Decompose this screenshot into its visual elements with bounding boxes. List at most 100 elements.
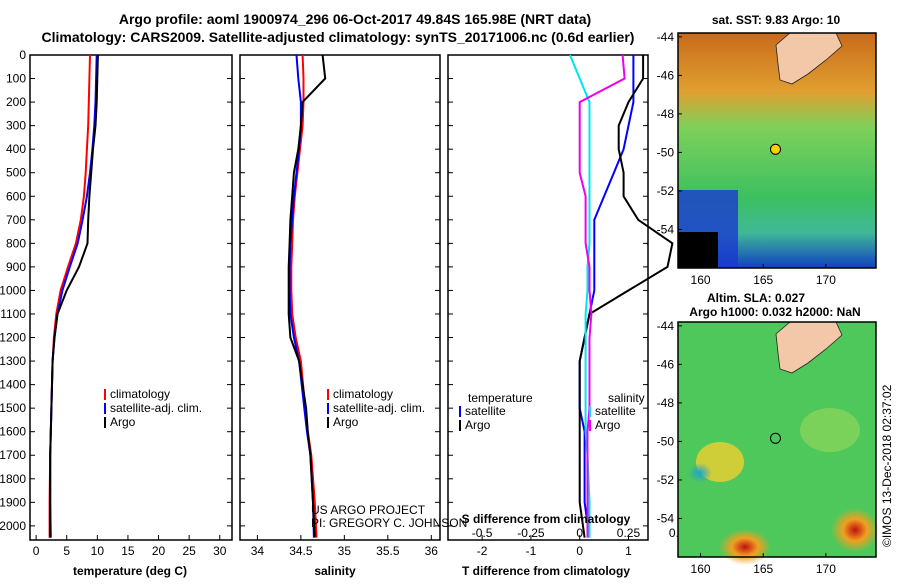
legend-heading-salinity: salinity	[608, 391, 645, 405]
legend-label: Argo	[465, 418, 491, 432]
depth-tick-label: 200	[6, 95, 26, 109]
x-tick-label: 25	[182, 544, 196, 558]
depth-tick-label: 300	[6, 119, 26, 133]
depth-tick-label: 500	[6, 166, 26, 180]
lon-tick-label: 165	[753, 273, 773, 287]
sla-anomaly-d	[688, 463, 712, 483]
lat-tick-label: -54	[657, 222, 675, 236]
sla-profile-marker	[770, 432, 781, 444]
sst-map-ticks: -44 -46 -48 -50 -52 -54 160 165 170	[657, 30, 837, 287]
lat-tick-label: -52	[657, 473, 675, 487]
legend-label: climatology	[333, 387, 393, 401]
x-tick-label: 20	[152, 544, 166, 558]
depth-tick-label: 2000	[0, 519, 26, 533]
sla-map-frame	[677, 321, 877, 558]
sla-anomaly-e	[800, 408, 860, 452]
x-tick-label: 15	[121, 544, 135, 558]
depth-tick-label: 1800	[0, 472, 26, 486]
top-tick-label: -0.25	[517, 526, 545, 540]
x-tick-label: 1	[625, 544, 632, 558]
lat-tick-label: -50	[657, 434, 675, 448]
legend-label: Argo	[595, 418, 621, 432]
sst-missing-data	[678, 232, 718, 268]
x-tick-label: 35	[338, 544, 352, 558]
x-tick-label: 35.5	[376, 544, 400, 558]
title-line-1: Argo profile: aoml 1900974_296 06-Oct-20…	[119, 11, 591, 27]
sst-map-title: sat. SST: 9.83 Argo: 10	[712, 13, 841, 27]
temperature-axis-label: temperature (deg C)	[73, 564, 187, 578]
sst-map	[677, 32, 877, 269]
lat-tick-label: -48	[657, 107, 675, 121]
x-tick-label: 0	[33, 544, 40, 558]
legend-label: satellite	[465, 404, 506, 418]
lat-tick-label: -54	[657, 511, 675, 525]
sla-map-ticks: -44 -46 -48 -50 -52 -54 160 165 170	[657, 319, 837, 576]
panel-frame	[239, 54, 441, 541]
lat-tick-label: -44	[657, 319, 675, 333]
legend-label: Argo	[110, 415, 136, 429]
depth-tick-label: 1400	[0, 378, 26, 392]
depth-tick-label: 0	[19, 48, 26, 62]
series-line-satellite-adj-clim-	[49, 54, 98, 538]
lon-tick-label: 170	[816, 273, 836, 287]
lon-tick-label: 170	[816, 562, 836, 576]
x-tick-label: 5	[63, 544, 70, 558]
lon-tick-label: 160	[691, 562, 711, 576]
depth-tick-label: 1600	[0, 425, 26, 439]
legend-label: satellite-adj. clim.	[110, 401, 202, 415]
lat-tick-label: -48	[657, 396, 675, 410]
top-tick-label: -0.5	[472, 526, 493, 540]
series-line-argo	[578, 54, 626, 538]
depth-tick-label: 1500	[0, 401, 26, 415]
depth-tick-label: 1200	[0, 331, 26, 345]
lat-tick-label: -46	[657, 68, 675, 82]
x-tick-label: 36	[425, 544, 439, 558]
depth-tick-label: 1300	[0, 354, 26, 368]
series-line-argo	[578, 55, 674, 538]
sst-profile-marker	[770, 143, 781, 155]
depth-tick-label: 1900	[0, 495, 26, 509]
lat-tick-label: -46	[657, 357, 675, 371]
legend-heading-temperature: temperature	[468, 391, 533, 405]
sla-map	[677, 321, 879, 565]
panel-frame	[29, 54, 233, 541]
series-line-argo	[49, 54, 99, 538]
x-tick-label: 30	[213, 544, 227, 558]
lon-tick-label: 160	[691, 273, 711, 287]
top-tick-label: 0	[576, 526, 583, 540]
x-tick-label: 34	[251, 544, 265, 558]
sla-anomaly-b	[719, 529, 771, 565]
imos-timestamp: ©IMOS 13-Dec-2018 02:37:02	[880, 384, 894, 547]
x-tick-label: -1	[526, 544, 537, 558]
depth-tick-label: 900	[6, 260, 26, 274]
depth-tick-label: 1700	[0, 448, 26, 462]
credit-line-2: PI: GREGORY C. JOHNSON	[311, 516, 467, 530]
sla-anomaly-c	[831, 508, 879, 552]
x-tick-label: 34.5	[289, 544, 313, 558]
top-tick-label: 0.25	[617, 526, 641, 540]
salinity-axis-label: salinity	[314, 564, 356, 578]
s-difference-axis-label: S difference from climatology	[462, 512, 631, 526]
legend-label: satellite-adj. clim.	[333, 401, 425, 415]
credit-line-1: US ARGO PROJECT	[311, 503, 426, 517]
series-line-climatology	[290, 54, 318, 538]
title-line-2: Climatology: CARS2009. Satellite-adjuste…	[42, 29, 635, 45]
x-tick-label: 0	[576, 544, 583, 558]
legend-label: satellite	[595, 404, 636, 418]
t-difference-axis-label: T difference from climatology	[462, 564, 630, 578]
x-tick-label: 10	[91, 544, 105, 558]
legend-label: Argo	[333, 415, 359, 429]
depth-tick-label: 700	[6, 213, 26, 227]
depth-tick-label: 100	[6, 72, 26, 86]
series-line-satellite	[569, 54, 591, 538]
x-tick-label: -2	[477, 544, 488, 558]
lat-tick-label: -44	[657, 30, 675, 44]
depth-tick-label: 400	[6, 142, 26, 156]
salinity-panel: 34 34.5 35 35.5 36 climatologysatellite-adj. …	[239, 54, 441, 558]
sla-map-title-2: Argo h1000: 0.032 h2000: NaN	[689, 305, 860, 319]
sst-map-frame	[677, 32, 877, 269]
legend-label: climatology	[110, 387, 170, 401]
